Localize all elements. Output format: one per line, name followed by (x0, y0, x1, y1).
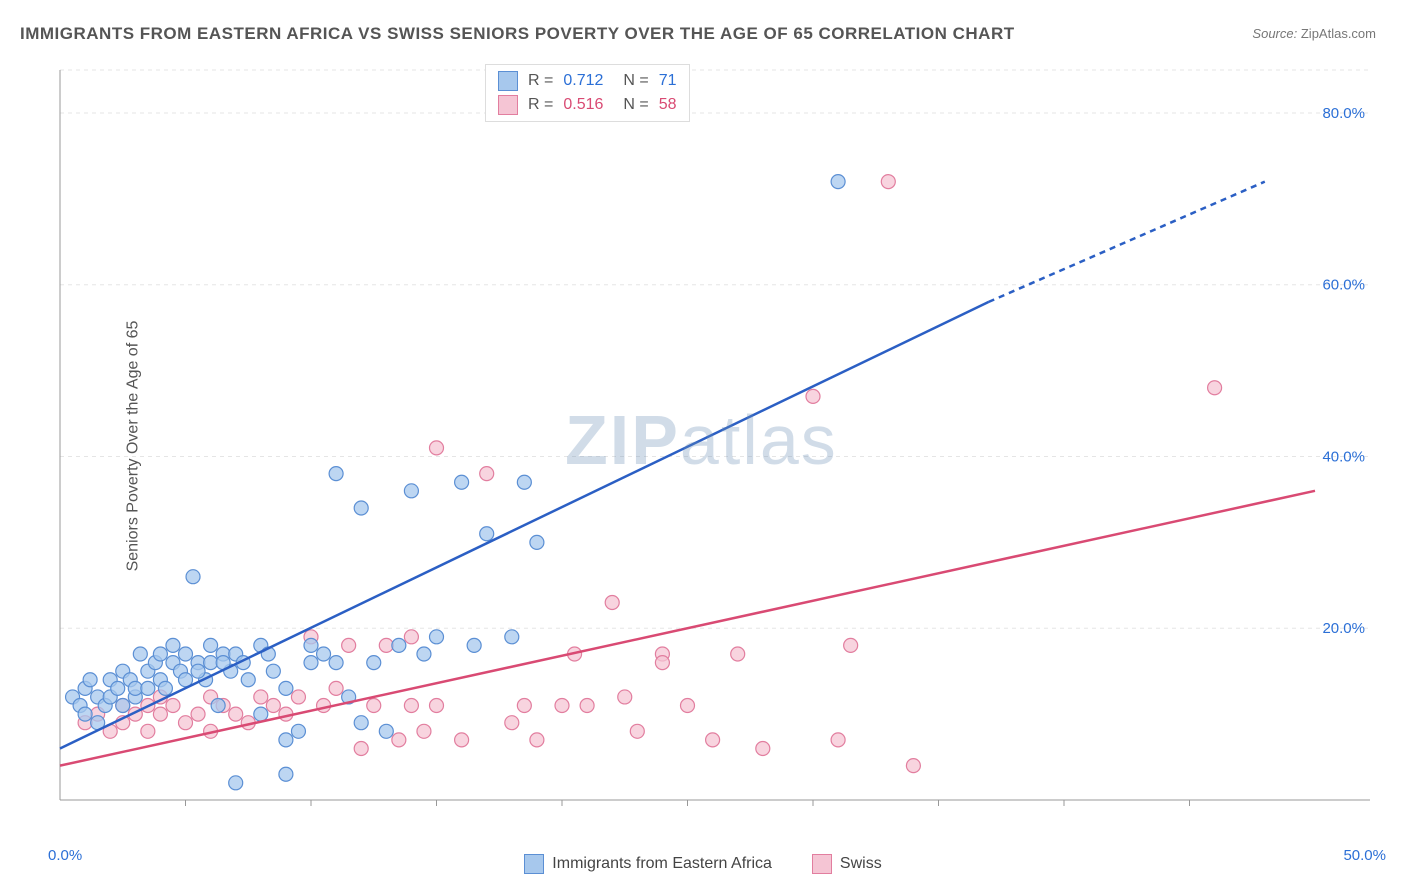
legend-label-swiss: Swiss (840, 855, 882, 873)
r-value: 0.712 (563, 72, 603, 90)
svg-text:60.0%: 60.0% (1322, 277, 1365, 294)
bottom-legend: Immigrants from Eastern Africa Swiss (0, 854, 1406, 874)
legend-item-swiss: Swiss (812, 854, 882, 874)
r-label: R = (528, 72, 553, 90)
legend-swatch (498, 95, 518, 115)
n-label: N = (623, 72, 648, 90)
svg-text:80.0%: 80.0% (1322, 105, 1365, 122)
n-value: 58 (659, 96, 677, 114)
legend-swatch-eastern-africa (524, 854, 544, 874)
legend-swatch-swiss (812, 854, 832, 874)
x-tick-0: 0.0% (48, 847, 82, 864)
legend-item-eastern-africa: Immigrants from Eastern Africa (524, 854, 772, 874)
x-tick-50: 50.0% (1343, 847, 1386, 864)
n-label: N = (623, 96, 648, 114)
r-label: R = (528, 96, 553, 114)
r-value: 0.516 (563, 96, 603, 114)
svg-text:20.0%: 20.0% (1322, 620, 1365, 637)
chart-title: IMMIGRANTS FROM EASTERN AFRICA VS SWISS … (20, 24, 1015, 44)
svg-text:40.0%: 40.0% (1322, 448, 1365, 465)
source-attribution: Source: ZipAtlas.com (1252, 26, 1376, 41)
legend-label-eastern-africa: Immigrants from Eastern Africa (552, 855, 772, 873)
legend-swatch (498, 71, 518, 91)
chart-plot-area: 20.0%40.0%60.0%80.0% ZIPatlas R =0.712N … (55, 60, 1375, 820)
source-value: ZipAtlas.com (1301, 26, 1376, 41)
legend-stat-row: R = 0.712 N = 71 (498, 69, 677, 93)
correlation-legend: R = 0.712 N = 71 R = 0.516 N = 58 (485, 64, 690, 122)
source-label: Source: (1252, 26, 1297, 41)
legend-stat-row: R = 0.516 N = 58 (498, 93, 677, 117)
scatter-svg: 20.0% 40.0% 60.0% 80.0% (55, 60, 1375, 820)
n-value: 71 (659, 72, 677, 90)
